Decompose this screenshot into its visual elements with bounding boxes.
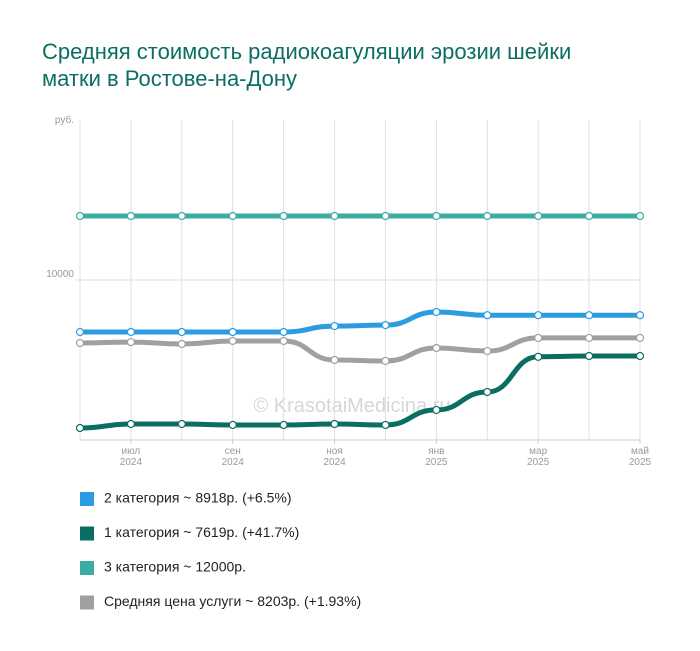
point (279, 327, 288, 337)
point (635, 333, 645, 343)
y-tick-label: 10000 (46, 269, 74, 280)
point (126, 211, 136, 221)
x-tick-label: ноя 2024 (323, 446, 346, 468)
point (75, 211, 85, 221)
point (483, 387, 492, 397)
y-axis-label: руб. (55, 114, 74, 126)
point (75, 423, 85, 433)
point (635, 211, 645, 221)
point (381, 356, 390, 366)
point (75, 338, 85, 348)
point (279, 211, 288, 221)
point (432, 343, 441, 353)
point (126, 327, 136, 337)
point (126, 337, 136, 347)
legend-swatch (80, 595, 94, 610)
x-tick-label: июл 2024 (120, 446, 143, 468)
series-line (80, 309, 640, 335)
point (228, 327, 237, 337)
point (330, 211, 339, 221)
point (228, 420, 237, 430)
point (228, 211, 237, 221)
chart-title: Средняя стоимость радиокоагуляции эрозии… (42, 39, 572, 91)
x-tick-label: янв 2025 (425, 446, 448, 468)
point (381, 420, 390, 430)
x-tick-label: сен 2024 (222, 446, 245, 468)
point (177, 211, 186, 221)
point (635, 351, 645, 361)
point (534, 352, 543, 361)
point (483, 346, 492, 356)
point (279, 420, 288, 430)
point (330, 355, 339, 365)
point (483, 211, 492, 221)
series-line (79, 353, 640, 431)
point (330, 321, 339, 331)
point (126, 419, 136, 429)
point (534, 333, 543, 343)
point (584, 211, 594, 221)
point (279, 336, 288, 346)
point (584, 333, 594, 343)
point (534, 211, 543, 221)
legend-label: 1 категория ~ 7619р. (+41.7%) (104, 524, 299, 540)
point (228, 336, 237, 346)
legend-swatch (80, 526, 94, 541)
point (584, 351, 594, 361)
x-tick-label: май 2025 (629, 446, 652, 468)
legend-swatch (80, 561, 94, 575)
point (534, 311, 543, 320)
point (381, 211, 390, 221)
legend-label: Средняя цена услуги ~ 8203р. (+1.93%) (104, 593, 361, 609)
point (635, 311, 645, 320)
point (432, 211, 441, 221)
point (381, 321, 390, 330)
point (177, 419, 186, 429)
point (432, 307, 441, 317)
legend-swatch (80, 492, 94, 506)
point (330, 419, 339, 429)
watermark: © KrasotaiMedicina.ru (253, 395, 450, 417)
point (584, 311, 594, 320)
point (483, 311, 492, 320)
point (432, 405, 441, 415)
x-tick-label: мар 2025 (527, 446, 550, 468)
point (177, 339, 186, 349)
point (177, 327, 186, 337)
legend-label: 3 категория ~ 12000р. (104, 559, 246, 575)
legend-label: 2 категория ~ 8918р. (+6.5%) (104, 490, 291, 506)
point (75, 327, 85, 337)
